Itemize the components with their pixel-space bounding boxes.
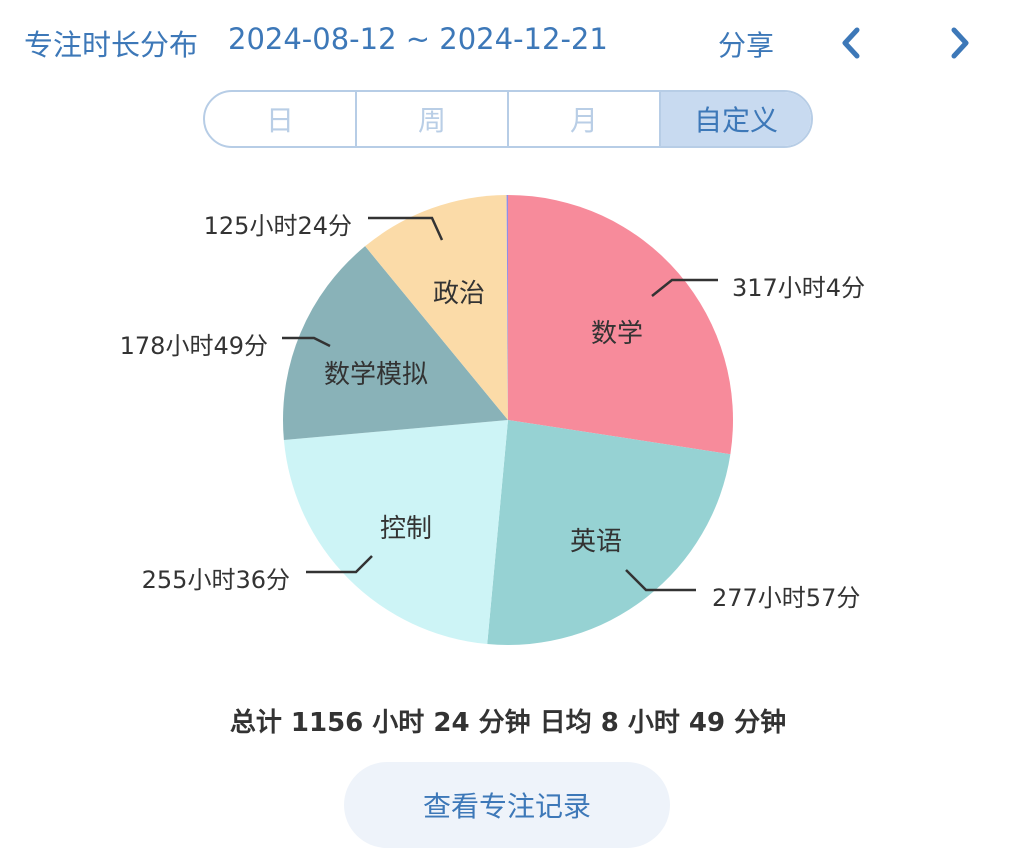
tab-custom[interactable]: 自定义: [661, 92, 811, 146]
chevron-left-icon: [842, 27, 860, 59]
previous-period-button[interactable]: [835, 24, 869, 62]
slice-value-label: 125小时24分: [204, 212, 352, 240]
leader-line: [282, 336, 331, 348]
slice-value-label: 277小时57分: [712, 584, 860, 612]
slice-value-label: 178小时49分: [120, 332, 268, 360]
slice-name-label: 控制: [380, 514, 432, 544]
leader-line: [651, 278, 718, 297]
leader-line: [625, 569, 696, 592]
pie-slice-1[interactable]: [487, 420, 731, 645]
pie-slice-3[interactable]: [283, 246, 508, 441]
pie-slice-4[interactable]: [365, 195, 508, 420]
slice-name-label: 政治: [433, 279, 485, 309]
next-period-button[interactable]: [942, 24, 976, 62]
share-button[interactable]: 分享: [718, 29, 775, 62]
leader-line: [306, 555, 373, 574]
slice-name-label: 英语: [570, 527, 622, 557]
pie-slice-2[interactable]: [283, 420, 508, 645]
pie-slice-small[interactable]: [506, 195, 508, 420]
pie-slice-0[interactable]: [508, 195, 733, 455]
chevron-right-icon: [951, 27, 969, 59]
slice-name-label: 数学: [591, 319, 643, 349]
tab-week[interactable]: 周: [357, 92, 509, 146]
slice-value-label: 255小时36分: [142, 566, 290, 594]
date-range: 2024-08-12 ~ 2024-12-21: [228, 22, 608, 56]
view-focus-records-button[interactable]: 查看专注记录: [344, 762, 670, 848]
slice-name-label: 数学模拟: [324, 360, 428, 390]
tab-month[interactable]: 月: [509, 92, 661, 146]
totals-summary: 总计 1156 小时 24 分钟 日均 8 小时 49 分钟: [229, 708, 787, 738]
leader-line: [368, 216, 444, 241]
slice-value-label: 317小时4分: [732, 274, 865, 302]
tab-day[interactable]: 日: [205, 92, 357, 146]
period-selector: 日 周 月 自定义: [203, 90, 813, 148]
page-title: 专注时长分布: [24, 28, 199, 62]
